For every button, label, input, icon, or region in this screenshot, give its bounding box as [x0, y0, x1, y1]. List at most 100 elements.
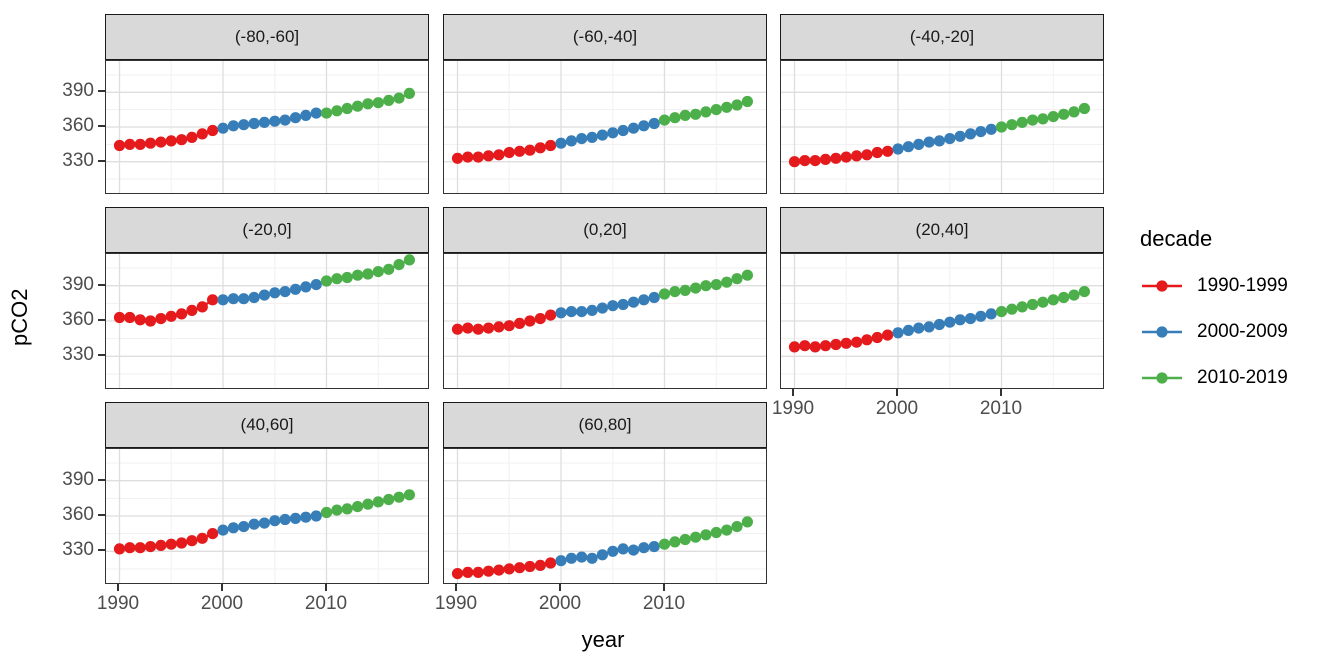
facet-panel-canvas	[444, 254, 766, 388]
data-point	[1006, 303, 1018, 315]
data-point	[493, 564, 505, 576]
series-2010-2019	[320, 254, 415, 287]
x-tick-mark	[663, 584, 665, 591]
y-tick-label: 360	[62, 504, 94, 525]
data-point	[196, 532, 208, 544]
facet-panel-canvas	[444, 61, 766, 193]
data-point	[607, 545, 619, 557]
data-point	[710, 104, 722, 116]
grid-major	[444, 61, 766, 193]
data-point	[238, 521, 250, 533]
data-point	[248, 518, 260, 530]
data-point	[134, 542, 146, 554]
series-1990-1999	[788, 145, 894, 168]
x-tick-label: 2000	[200, 593, 244, 614]
data-point	[134, 138, 146, 150]
data-point	[638, 542, 650, 554]
x-tick-label: 2010	[304, 593, 348, 614]
data-point	[690, 108, 702, 120]
grid-major	[106, 254, 428, 388]
y-tick-label: 390	[62, 80, 94, 101]
y-tick-mark	[98, 160, 105, 162]
data-point	[524, 144, 536, 156]
data-point	[503, 146, 515, 159]
series-2000-2009	[555, 291, 660, 319]
data-point	[362, 268, 374, 280]
data-point	[840, 337, 852, 349]
series-2000-2009	[555, 541, 660, 567]
data-point	[799, 340, 811, 352]
data-point	[113, 311, 126, 324]
facet-strip: (20,40]	[780, 207, 1104, 253]
x-tick-label: 1990	[771, 398, 815, 419]
data-point	[809, 341, 821, 353]
data-point	[279, 114, 291, 126]
data-point	[207, 294, 219, 306]
data-point	[534, 313, 546, 325]
data-point	[913, 138, 925, 150]
y-tick-mark	[98, 549, 105, 551]
series-2000-2009	[555, 117, 660, 149]
legend-entry-label: 2010-2019	[1197, 367, 1288, 388]
data-point	[944, 316, 956, 328]
legend-title: decade	[1140, 226, 1213, 251]
data-point	[472, 566, 484, 578]
y-tick-label: 390	[62, 274, 94, 295]
data-point	[923, 321, 935, 333]
data-point	[830, 152, 842, 164]
data-point	[565, 306, 577, 318]
x-tick-mark	[221, 584, 223, 591]
data-point	[238, 119, 250, 131]
data-point	[300, 281, 312, 293]
data-point	[362, 98, 374, 110]
legend-entry: 2010-2019	[1140, 367, 1288, 389]
data-point	[648, 117, 660, 130]
series-1990-1999	[113, 528, 219, 555]
data-point	[269, 515, 281, 527]
data-point	[954, 314, 966, 326]
series-1990-1999	[113, 294, 219, 327]
series-2010-2019	[320, 87, 415, 119]
data-point	[186, 535, 198, 547]
data-point	[658, 114, 671, 126]
data-point	[124, 138, 136, 150]
data-point	[320, 506, 333, 519]
series-2010-2019	[995, 102, 1090, 133]
data-point	[352, 501, 364, 513]
legend-entry: 1990-1999	[1140, 275, 1288, 297]
data-point	[819, 153, 832, 165]
facet-panel	[780, 253, 1104, 389]
data-point	[279, 513, 291, 526]
data-point	[165, 135, 177, 147]
data-point	[819, 340, 832, 352]
facet-strip-label: (60,80]	[578, 415, 632, 434]
data-point	[451, 323, 464, 335]
x-tick-mark	[1000, 389, 1002, 396]
series-1990-1999	[451, 557, 557, 580]
data-point	[331, 273, 343, 285]
data-point	[975, 310, 987, 322]
y-tick-label: 390	[62, 469, 94, 490]
data-point	[451, 568, 464, 580]
y-tick-label: 330	[62, 344, 94, 365]
data-point	[258, 116, 270, 128]
data-point	[1037, 296, 1049, 308]
x-tick-mark	[792, 389, 794, 396]
series-1990-1999	[451, 309, 557, 335]
facet-panel	[105, 253, 429, 389]
data-point	[186, 304, 198, 316]
data-point	[871, 331, 883, 344]
x-tick-label: 2010	[979, 398, 1023, 419]
data-point	[503, 320, 515, 332]
data-point	[269, 115, 281, 127]
data-point	[721, 101, 733, 113]
data-point	[320, 275, 333, 287]
grid-major	[106, 449, 428, 583]
data-point	[403, 489, 415, 501]
data-point	[113, 139, 126, 152]
data-point	[196, 128, 208, 140]
data-point	[503, 563, 515, 575]
data-point	[383, 94, 395, 106]
data-point	[882, 329, 894, 341]
series-1990-1999	[113, 124, 219, 152]
